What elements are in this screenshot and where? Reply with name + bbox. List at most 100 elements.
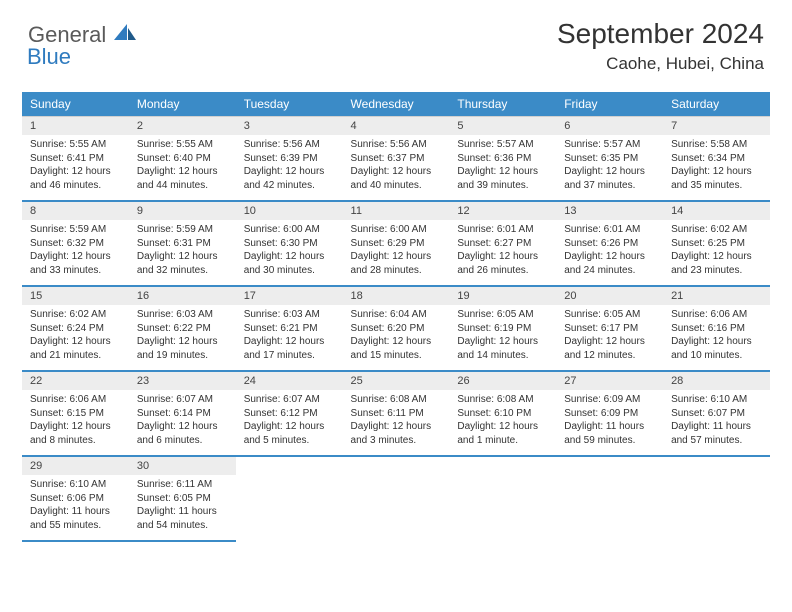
daylight-text-1: Daylight: 11 hours — [30, 505, 121, 519]
sunrise-text: Sunrise: 5:56 AM — [351, 138, 442, 152]
sunrise-text: Sunrise: 5:57 AM — [564, 138, 655, 152]
day-number — [556, 456, 663, 475]
daynum-row: 15161718192021 — [22, 286, 770, 305]
sunset-text: Sunset: 6:16 PM — [671, 322, 762, 336]
daylight-text-2: and 37 minutes. — [564, 179, 655, 193]
day-number: 8 — [22, 201, 129, 220]
daylight-text-2: and 46 minutes. — [30, 179, 121, 193]
day-number: 27 — [556, 371, 663, 390]
day-number: 3 — [236, 117, 343, 136]
day-cell: Sunrise: 5:58 AMSunset: 6:34 PMDaylight:… — [663, 135, 770, 201]
day-cell: Sunrise: 6:08 AMSunset: 6:11 PMDaylight:… — [343, 390, 450, 456]
day-cell: Sunrise: 6:06 AMSunset: 6:16 PMDaylight:… — [663, 305, 770, 371]
sunrise-text: Sunrise: 6:11 AM — [137, 478, 228, 492]
sunset-text: Sunset: 6:26 PM — [564, 237, 655, 251]
dayname-row: Sunday Monday Tuesday Wednesday Thursday… — [22, 92, 770, 117]
sunrise-text: Sunrise: 6:07 AM — [137, 393, 228, 407]
daylight-text-1: Daylight: 12 hours — [671, 335, 762, 349]
daylight-text-1: Daylight: 12 hours — [564, 165, 655, 179]
day-cell: Sunrise: 6:02 AMSunset: 6:25 PMDaylight:… — [663, 220, 770, 286]
day-cell: Sunrise: 5:59 AMSunset: 6:32 PMDaylight:… — [22, 220, 129, 286]
sunrise-text: Sunrise: 6:05 AM — [457, 308, 548, 322]
daynum-row: 891011121314 — [22, 201, 770, 220]
sunrise-text: Sunrise: 6:09 AM — [564, 393, 655, 407]
sunrise-text: Sunrise: 5:55 AM — [137, 138, 228, 152]
title-block: September 2024 Caohe, Hubei, China — [557, 18, 764, 74]
header: General Blue September 2024 Caohe, Hubei… — [0, 0, 792, 84]
day-number: 25 — [343, 371, 450, 390]
daylight-text-1: Daylight: 12 hours — [30, 335, 121, 349]
daylight-text-2: and 14 minutes. — [457, 349, 548, 363]
dayname-saturday: Saturday — [663, 92, 770, 117]
sunrise-text: Sunrise: 5:55 AM — [30, 138, 121, 152]
day-cell: Sunrise: 5:59 AMSunset: 6:31 PMDaylight:… — [129, 220, 236, 286]
day-cell: Sunrise: 6:01 AMSunset: 6:27 PMDaylight:… — [449, 220, 556, 286]
day-number: 22 — [22, 371, 129, 390]
day-number — [663, 456, 770, 475]
daylight-text-1: Daylight: 12 hours — [30, 165, 121, 179]
logo: General Blue — [28, 18, 136, 68]
sunset-text: Sunset: 6:25 PM — [671, 237, 762, 251]
day-cell: Sunrise: 5:55 AMSunset: 6:40 PMDaylight:… — [129, 135, 236, 201]
day-cell: Sunrise: 6:00 AMSunset: 6:29 PMDaylight:… — [343, 220, 450, 286]
day-cell: Sunrise: 6:06 AMSunset: 6:15 PMDaylight:… — [22, 390, 129, 456]
sunset-text: Sunset: 6:41 PM — [30, 152, 121, 166]
day-cell: Sunrise: 5:57 AMSunset: 6:36 PMDaylight:… — [449, 135, 556, 201]
daylight-text-1: Daylight: 12 hours — [351, 335, 442, 349]
sunset-text: Sunset: 6:32 PM — [30, 237, 121, 251]
daylight-text-2: and 6 minutes. — [137, 434, 228, 448]
sunset-text: Sunset: 6:07 PM — [671, 407, 762, 421]
sunrise-text: Sunrise: 6:03 AM — [244, 308, 335, 322]
day-cell: Sunrise: 6:09 AMSunset: 6:09 PMDaylight:… — [556, 390, 663, 456]
day-number: 23 — [129, 371, 236, 390]
daylight-text-1: Daylight: 12 hours — [457, 420, 548, 434]
sunrise-text: Sunrise: 6:06 AM — [30, 393, 121, 407]
daynum-row: 1234567 — [22, 117, 770, 136]
sunrise-text: Sunrise: 5:58 AM — [671, 138, 762, 152]
daylight-text-2: and 1 minute. — [457, 434, 548, 448]
logo-text-blue: Blue — [27, 46, 136, 68]
day-cell: Sunrise: 6:01 AMSunset: 6:26 PMDaylight:… — [556, 220, 663, 286]
sunset-text: Sunset: 6:20 PM — [351, 322, 442, 336]
sunrise-text: Sunrise: 6:00 AM — [351, 223, 442, 237]
daylight-text-2: and 28 minutes. — [351, 264, 442, 278]
dayname-sunday: Sunday — [22, 92, 129, 117]
sunrise-text: Sunrise: 6:10 AM — [30, 478, 121, 492]
daylight-text-2: and 17 minutes. — [244, 349, 335, 363]
daylight-text-2: and 54 minutes. — [137, 519, 228, 533]
sunset-text: Sunset: 6:39 PM — [244, 152, 335, 166]
sunset-text: Sunset: 6:29 PM — [351, 237, 442, 251]
sunset-text: Sunset: 6:06 PM — [30, 492, 121, 506]
day-number: 20 — [556, 286, 663, 305]
day-cell — [663, 475, 770, 541]
daylight-text-2: and 26 minutes. — [457, 264, 548, 278]
day-cell: Sunrise: 5:57 AMSunset: 6:35 PMDaylight:… — [556, 135, 663, 201]
daylight-text-1: Daylight: 12 hours — [137, 335, 228, 349]
sunrise-text: Sunrise: 6:00 AM — [244, 223, 335, 237]
daylight-text-2: and 55 minutes. — [30, 519, 121, 533]
daylight-text-2: and 30 minutes. — [244, 264, 335, 278]
dayname-tuesday: Tuesday — [236, 92, 343, 117]
daylight-text-2: and 21 minutes. — [30, 349, 121, 363]
sunset-text: Sunset: 6:40 PM — [137, 152, 228, 166]
day-cell: Sunrise: 6:07 AMSunset: 6:12 PMDaylight:… — [236, 390, 343, 456]
day-cell: Sunrise: 6:10 AMSunset: 6:06 PMDaylight:… — [22, 475, 129, 541]
day-cell: Sunrise: 5:56 AMSunset: 6:39 PMDaylight:… — [236, 135, 343, 201]
sunrise-text: Sunrise: 6:01 AM — [564, 223, 655, 237]
sunrise-text: Sunrise: 6:06 AM — [671, 308, 762, 322]
daylight-text-2: and 39 minutes. — [457, 179, 548, 193]
day-number: 2 — [129, 117, 236, 136]
sunrise-text: Sunrise: 5:59 AM — [30, 223, 121, 237]
daylight-text-1: Daylight: 12 hours — [137, 420, 228, 434]
dayname-monday: Monday — [129, 92, 236, 117]
day-number: 9 — [129, 201, 236, 220]
daylight-text-1: Daylight: 12 hours — [564, 250, 655, 264]
daylight-text-1: Daylight: 12 hours — [244, 335, 335, 349]
day-number: 19 — [449, 286, 556, 305]
day-cell: Sunrise: 6:03 AMSunset: 6:22 PMDaylight:… — [129, 305, 236, 371]
day-number: 13 — [556, 201, 663, 220]
content-row: Sunrise: 6:02 AMSunset: 6:24 PMDaylight:… — [22, 305, 770, 371]
day-number: 26 — [449, 371, 556, 390]
day-number — [343, 456, 450, 475]
daylight-text-2: and 5 minutes. — [244, 434, 335, 448]
